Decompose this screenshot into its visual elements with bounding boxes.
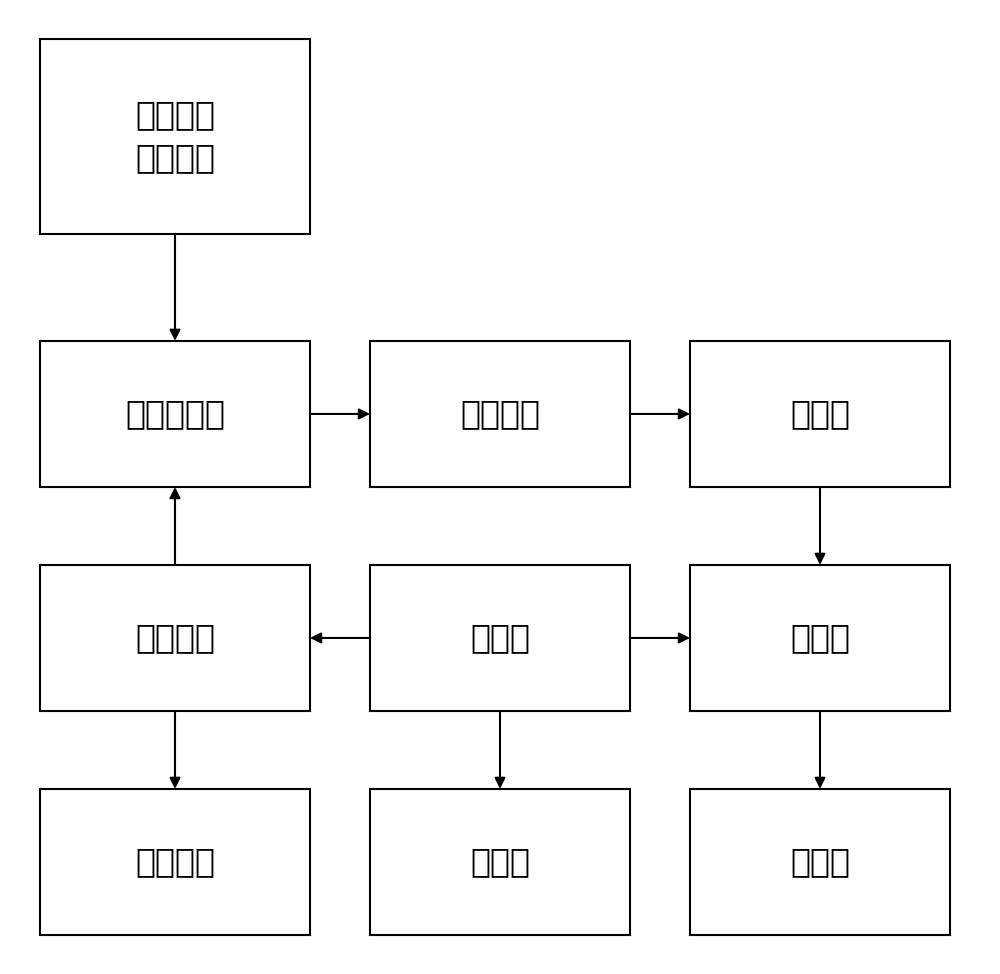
Text: 电源模块: 电源模块 [135,845,215,879]
Text: 显示器: 显示器 [470,845,530,879]
Bar [370,565,630,711]
Text: 存储器: 存储器 [790,621,850,655]
Text: 功率放大器: 功率放大器 [125,397,225,431]
Text: 回馈模块: 回馈模块 [135,621,215,655]
Text: 处理器: 处理器 [470,621,530,655]
Text: 信号输入
输出模块: 信号输入 输出模块 [135,98,215,174]
Text: 整流电路: 整流电路 [460,397,540,431]
Bar [40,565,310,711]
Text: 继电器: 继电器 [790,397,850,431]
Bar [40,341,310,487]
Bar [40,39,310,234]
Bar [690,789,950,935]
Bar [370,341,630,487]
Bar [370,789,630,935]
Bar [40,789,310,935]
Bar [690,565,950,711]
Text: 稳压器: 稳压器 [790,845,850,879]
Bar [690,341,950,487]
